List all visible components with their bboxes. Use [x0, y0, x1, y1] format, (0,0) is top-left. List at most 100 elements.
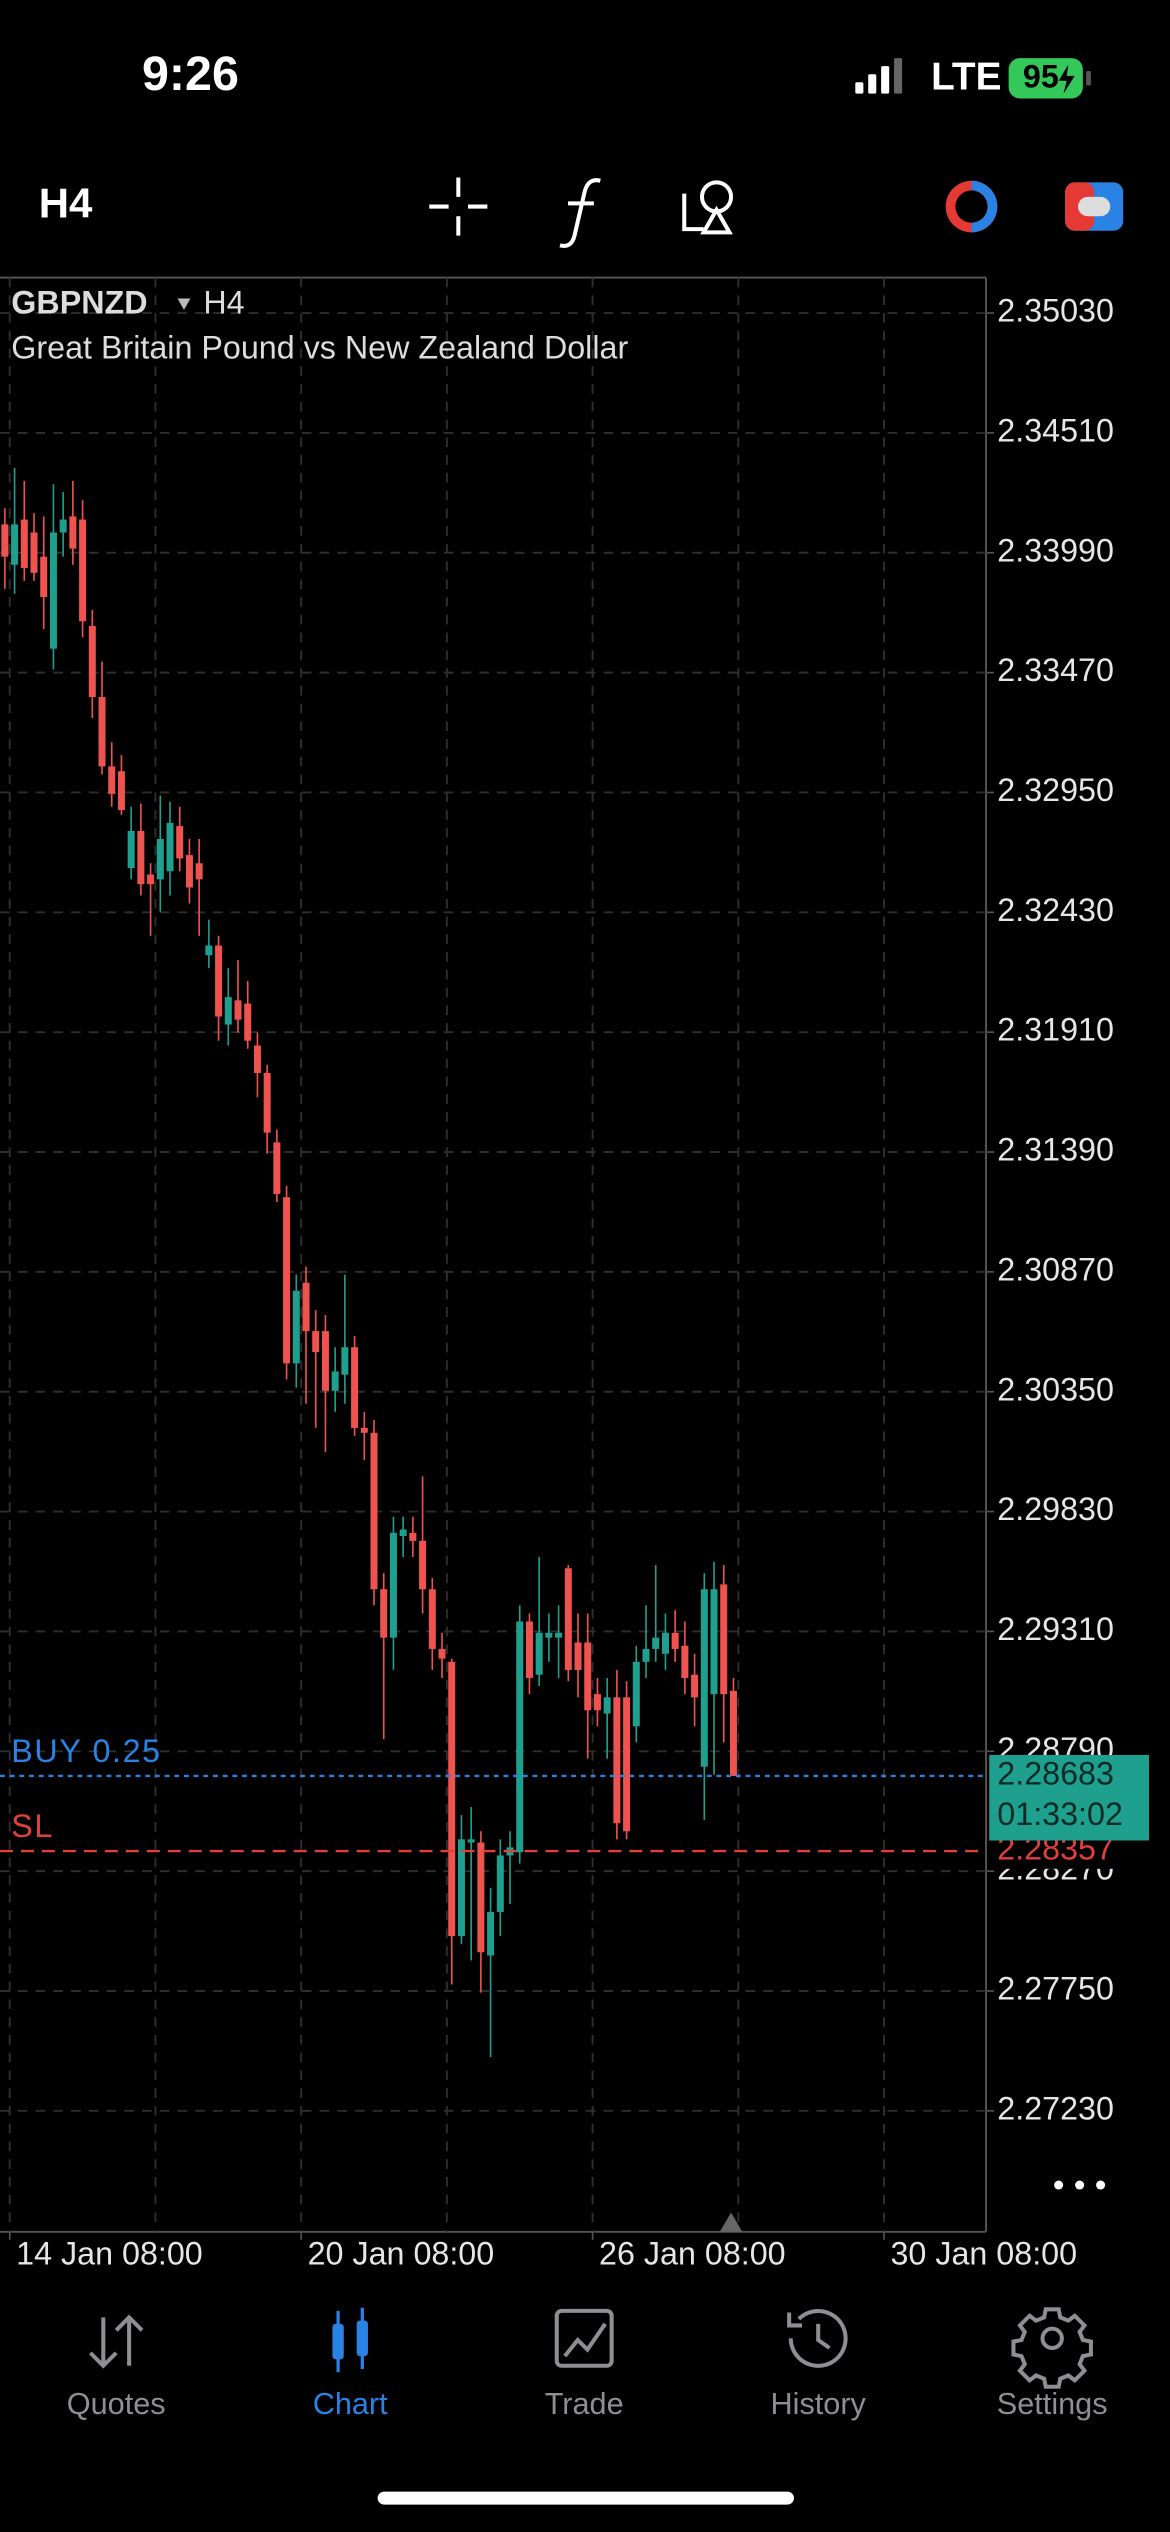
- order-label: SL: [11, 1808, 54, 1844]
- tab-bar: Quotes Chart Trade History Settings: [67, 2387, 1108, 2421]
- candle-body: [40, 556, 48, 598]
- x-tick-label: 20 Jan 08:00: [308, 2236, 495, 2272]
- y-tick-label: 2.30870: [997, 1251, 1114, 1287]
- candle-body: [263, 1072, 271, 1133]
- symbol-description: Great Britain Pound vs New Zealand Dolla…: [11, 330, 628, 366]
- candle-body: [671, 1632, 679, 1649]
- battery-tip: [1086, 71, 1091, 86]
- candle-body: [98, 697, 106, 767]
- indicators-button[interactable]: [559, 178, 601, 248]
- timeframe-button[interactable]: H4: [39, 180, 93, 227]
- status-time: 9:26: [142, 47, 239, 101]
- more-button[interactable]: [1054, 2180, 1106, 2190]
- y-tick-label: 2.33990: [997, 532, 1114, 568]
- candle-body: [710, 1589, 718, 1695]
- status-network: LTE: [931, 55, 1001, 98]
- bar-timer: 01:33:02: [997, 1796, 1123, 1832]
- candle-body: [215, 945, 223, 1017]
- candle-body: [389, 1532, 397, 1638]
- candle-body: [487, 1911, 495, 1956]
- price-box: [989, 1754, 1150, 1841]
- candle-body: [20, 519, 28, 568]
- candle-body: [574, 1642, 582, 1670]
- candle-body: [632, 1661, 640, 1727]
- tab-label[interactable]: History: [770, 2387, 866, 2421]
- candle-body: [691, 1674, 699, 1698]
- battery-icon: [1008, 58, 1083, 99]
- candle-body: [419, 1540, 427, 1590]
- candle-body: [147, 874, 155, 885]
- candle-body: [273, 1142, 281, 1194]
- candle-body: [331, 1371, 339, 1391]
- candle-body: [700, 1589, 708, 1767]
- x-tick-label: 14 Jan 08:00: [16, 2236, 203, 2272]
- y-tick-label: 2.30350: [997, 1371, 1114, 1407]
- candle-body: [351, 1347, 359, 1428]
- candle-body: [244, 1003, 252, 1041]
- candle-body: [234, 1000, 242, 1020]
- y-tick-label: 2.32430: [997, 892, 1114, 928]
- candle-body: [312, 1331, 320, 1353]
- candle-body: [448, 1661, 456, 1937]
- current-bar-marker: [719, 2212, 743, 2232]
- candle-body: [283, 1197, 291, 1364]
- crosshair-button[interactable]: [429, 177, 488, 236]
- candle-body: [438, 1648, 446, 1659]
- symbol-dropdown[interactable]: [177, 298, 191, 310]
- grid: 2.35030 2.34510 2.33990 2.33470 2.32950 2.324…: [0, 277, 1114, 2272]
- quotes-icon: [88, 2314, 144, 2369]
- candle-body: [88, 626, 96, 698]
- candle-body: [127, 830, 135, 869]
- one-click-button[interactable]: [1065, 182, 1124, 231]
- x-tick-label: 26 Jan 08:00: [599, 2236, 786, 2272]
- symbol-name[interactable]: GBPNZD: [11, 285, 147, 321]
- candle-body: [555, 1632, 563, 1638]
- y-tick-label: 2.31390: [997, 1132, 1114, 1168]
- candle-body: [525, 1621, 533, 1678]
- charging-icon: [1058, 64, 1075, 94]
- candle-body: [360, 1427, 368, 1433]
- trade-signals-button[interactable]: [945, 180, 998, 233]
- objects-button[interactable]: [682, 180, 734, 235]
- candle-body: [545, 1632, 553, 1638]
- candle-body: [166, 822, 174, 872]
- candle-body: [341, 1347, 349, 1375]
- current-price: 2.28683: [997, 1755, 1114, 1791]
- candle-body: [49, 532, 57, 649]
- tab-label[interactable]: Chart: [313, 2387, 388, 2421]
- tab-label[interactable]: Trade: [545, 2387, 624, 2421]
- candle-body: [720, 1584, 728, 1695]
- candle-body: [428, 1589, 436, 1649]
- candle-body: [176, 826, 184, 859]
- candle-body: [69, 516, 77, 549]
- candle-body: [623, 1697, 631, 1832]
- y-tick-label: 2.32950: [997, 772, 1114, 808]
- candle-body: [593, 1694, 601, 1711]
- candle-body: [117, 771, 125, 810]
- candle-body: [457, 1839, 465, 1937]
- tab-label[interactable]: Quotes: [67, 2387, 166, 2421]
- x-tick-label: 30 Jan 08:00: [890, 2236, 1077, 2272]
- home-indicator: [377, 2491, 794, 2505]
- candle-body: [185, 855, 193, 888]
- candle-body: [59, 519, 67, 533]
- candle-body: [224, 997, 232, 1025]
- y-tick-label: 2.35030: [997, 293, 1114, 329]
- signal-icon: [855, 58, 903, 94]
- history-icon: [787, 2308, 848, 2368]
- y-tick-label: 2.33470: [997, 652, 1114, 688]
- candle-body: [321, 1331, 329, 1391]
- settings-icon: [1011, 2307, 1093, 2389]
- candle-body: [652, 1637, 660, 1649]
- tab-label[interactable]: Settings: [997, 2387, 1108, 2421]
- candle-body: [108, 766, 116, 794]
- candle-body: [195, 863, 203, 880]
- candle-body: [642, 1648, 650, 1662]
- candle-body: [11, 524, 19, 565]
- candle-body: [79, 519, 87, 622]
- trade-icon: [554, 2308, 614, 2368]
